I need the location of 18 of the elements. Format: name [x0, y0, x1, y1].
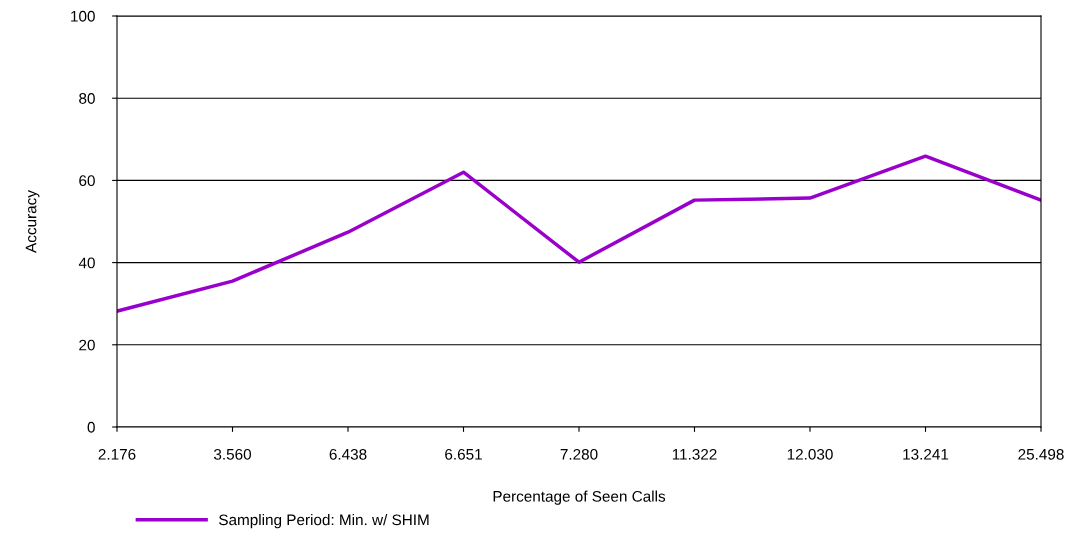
y-tick-label: 20: [79, 339, 95, 351]
x-tick-label: 13.241: [903, 448, 949, 460]
x-tick-label: 6.651: [445, 448, 482, 460]
x-tick-label: 7.280: [560, 448, 598, 460]
legend-label: Sampling Period: Min. w/ SHIM: [219, 514, 429, 529]
x-tick-label: 3.560: [213, 448, 252, 460]
x-tick-label: 12.030: [787, 448, 833, 460]
x-tick-label: 2.176: [98, 448, 136, 460]
y-tick-label: 60: [79, 175, 95, 187]
y-tick-label: 80: [79, 93, 95, 104]
y-tick-label: 100: [71, 10, 95, 22]
y-axis-title: Accuracy: [25, 190, 40, 253]
x-tick-label: 25.498: [1018, 448, 1064, 460]
x-tick-label: 11.322: [672, 448, 717, 460]
x-axis-title: Percentage of Seen Calls: [493, 490, 666, 505]
y-tick-label: 40: [78, 257, 95, 269]
x-tick-label: 6.438: [329, 448, 367, 460]
y-tick-label: 0: [87, 421, 95, 433]
